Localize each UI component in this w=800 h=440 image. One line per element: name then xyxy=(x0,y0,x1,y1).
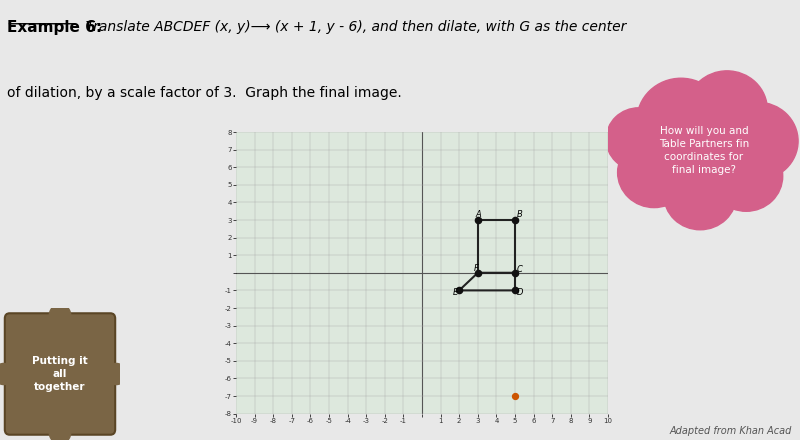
Text: A: A xyxy=(475,210,481,219)
Point xyxy=(453,287,466,294)
FancyBboxPatch shape xyxy=(5,313,115,435)
Circle shape xyxy=(107,363,126,385)
Circle shape xyxy=(664,160,737,230)
Circle shape xyxy=(618,137,690,208)
Text: D: D xyxy=(517,288,523,297)
Text: of dilation, by a scale factor of 3.  Graph the final image.: of dilation, by a scale factor of 3. Gra… xyxy=(6,86,402,100)
Text: Putting it
all
together: Putting it all together xyxy=(32,356,88,392)
Circle shape xyxy=(710,141,782,211)
Text: C: C xyxy=(517,265,522,274)
Point xyxy=(509,287,522,294)
Text: How will you and
Table Partners fin
coordinates for
final image?: How will you and Table Partners fin coor… xyxy=(659,125,749,175)
Circle shape xyxy=(646,93,762,204)
Circle shape xyxy=(718,102,798,180)
Circle shape xyxy=(0,363,13,385)
Text: Example 6:: Example 6: xyxy=(6,20,102,35)
Point xyxy=(509,392,522,400)
Text: B: B xyxy=(517,210,522,219)
Point xyxy=(471,216,484,224)
Point xyxy=(509,269,522,276)
Circle shape xyxy=(637,78,725,163)
Circle shape xyxy=(686,71,767,148)
Circle shape xyxy=(50,420,70,440)
Circle shape xyxy=(606,108,671,171)
Text: E: E xyxy=(454,288,458,297)
Circle shape xyxy=(50,304,70,328)
Point xyxy=(471,269,484,276)
Text: Translate ABCDEF (x, y)⟶ (x + 1, y - 6), and then dilate, with G as the center: Translate ABCDEF (x, y)⟶ (x + 1, y - 6),… xyxy=(78,20,626,34)
Text: Adapted from Khan Acad: Adapted from Khan Acad xyxy=(670,425,792,436)
Text: F: F xyxy=(474,264,478,273)
Point xyxy=(509,216,522,224)
